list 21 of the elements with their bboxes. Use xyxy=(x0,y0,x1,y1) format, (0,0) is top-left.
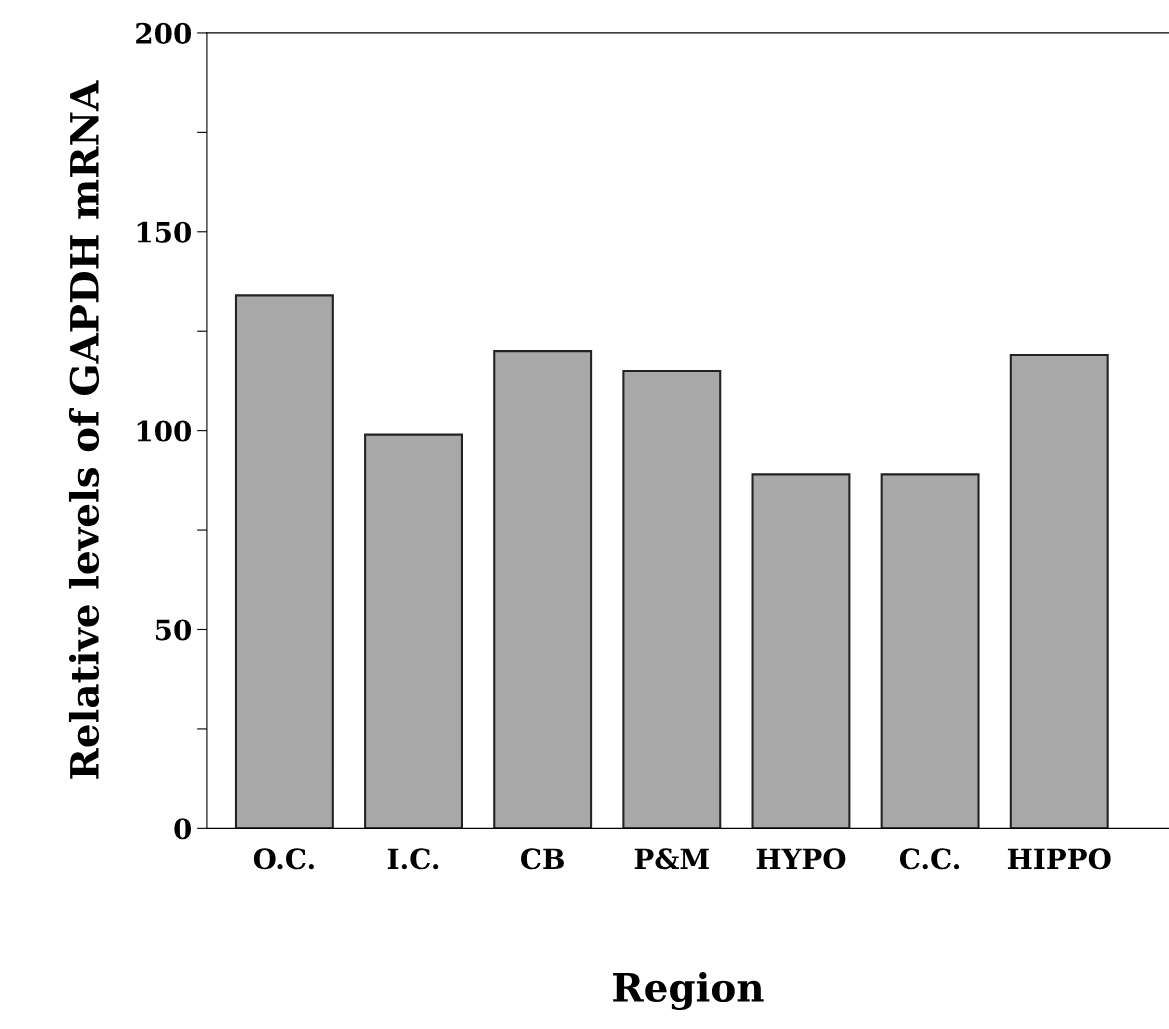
x-axis-title: Region xyxy=(613,971,764,1011)
x-tick-label: HYPO xyxy=(756,848,846,870)
y-tick-label: 50 xyxy=(155,619,192,641)
x-tick-label: HIPPO xyxy=(1007,848,1111,870)
bar xyxy=(1009,354,1109,829)
bar xyxy=(880,473,980,829)
x-tick-label: P&M xyxy=(634,848,709,870)
x-tick-label: O.C. xyxy=(253,848,314,870)
y-tick-label: 200 xyxy=(136,22,192,44)
bar xyxy=(493,350,593,829)
y-tick-label: 100 xyxy=(137,420,192,442)
bar xyxy=(751,473,851,829)
y-axis-title: Relative levels of GAPDH mRNA xyxy=(68,80,100,779)
x-tick-label: I.C. xyxy=(387,848,439,870)
bar xyxy=(622,369,722,829)
bar xyxy=(234,294,334,829)
bar xyxy=(364,433,463,829)
x-tick-label: C.C. xyxy=(899,848,960,870)
x-tick-label: CB xyxy=(521,848,564,870)
y-tick-label: 0 xyxy=(174,818,192,840)
y-tick-label: 150 xyxy=(137,221,192,243)
